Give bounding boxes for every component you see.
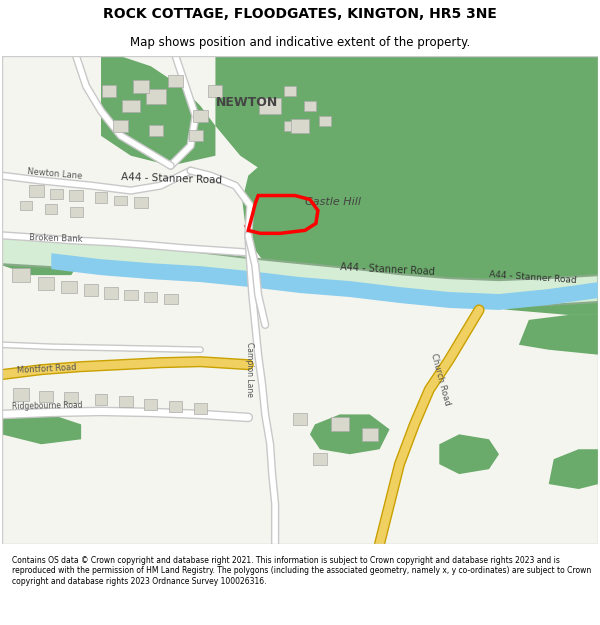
Polygon shape: [133, 79, 149, 92]
Bar: [2, 56, 598, 544]
Polygon shape: [144, 291, 157, 302]
Polygon shape: [169, 401, 182, 412]
Polygon shape: [519, 315, 598, 355]
Polygon shape: [95, 394, 107, 406]
Text: Ridgebourne Road: Ridgebourne Road: [11, 401, 82, 411]
Polygon shape: [104, 287, 118, 299]
Polygon shape: [122, 99, 140, 112]
Polygon shape: [164, 294, 178, 304]
Polygon shape: [439, 434, 499, 474]
Polygon shape: [95, 192, 107, 203]
Polygon shape: [113, 120, 128, 132]
Polygon shape: [2, 414, 81, 444]
Polygon shape: [310, 414, 389, 454]
Polygon shape: [304, 101, 316, 111]
Polygon shape: [2, 238, 598, 307]
Polygon shape: [13, 388, 29, 401]
Polygon shape: [40, 391, 53, 402]
Polygon shape: [2, 236, 81, 275]
Polygon shape: [20, 201, 32, 211]
Polygon shape: [549, 449, 598, 489]
Polygon shape: [362, 428, 377, 441]
Text: A44 - Stanner Road: A44 - Stanner Road: [489, 270, 577, 285]
Polygon shape: [144, 399, 157, 410]
Text: Castle Hill: Castle Hill: [305, 198, 361, 208]
Polygon shape: [188, 131, 203, 141]
Polygon shape: [64, 391, 78, 404]
Polygon shape: [146, 89, 166, 104]
Text: A44 - Stanner Road: A44 - Stanner Road: [340, 262, 435, 277]
Polygon shape: [70, 208, 83, 217]
Polygon shape: [38, 277, 54, 289]
Text: Contains OS data © Crown copyright and database right 2021. This information is : Contains OS data © Crown copyright and d…: [12, 556, 591, 586]
Polygon shape: [134, 197, 148, 208]
Text: Broken Bank: Broken Bank: [29, 233, 83, 244]
Polygon shape: [50, 189, 63, 199]
Polygon shape: [313, 453, 327, 465]
Polygon shape: [479, 206, 598, 270]
Polygon shape: [119, 396, 133, 407]
Polygon shape: [13, 268, 31, 282]
Text: Campion Lane: Campion Lane: [245, 342, 254, 396]
Polygon shape: [291, 119, 309, 133]
Polygon shape: [284, 86, 296, 96]
Polygon shape: [46, 204, 57, 214]
Polygon shape: [331, 418, 349, 431]
Text: Map shows position and indicative extent of the property.: Map shows position and indicative extent…: [130, 36, 470, 49]
Polygon shape: [149, 126, 163, 136]
Polygon shape: [115, 196, 127, 206]
Polygon shape: [215, 56, 598, 315]
Polygon shape: [319, 116, 331, 126]
Polygon shape: [61, 281, 77, 293]
Polygon shape: [84, 284, 98, 296]
Text: Church Road: Church Road: [430, 352, 452, 406]
Polygon shape: [101, 56, 215, 166]
Text: Montfort Road: Montfort Road: [16, 362, 76, 374]
Polygon shape: [293, 413, 307, 426]
Text: A44 - Stanner Road: A44 - Stanner Road: [121, 172, 222, 186]
Polygon shape: [168, 75, 183, 87]
Polygon shape: [242, 156, 519, 305]
Text: Newton Lane: Newton Lane: [26, 167, 82, 181]
Polygon shape: [284, 121, 296, 131]
Polygon shape: [194, 403, 208, 414]
Text: ROCK COTTAGE, FLOODGATES, KINGTON, HR5 3NE: ROCK COTTAGE, FLOODGATES, KINGTON, HR5 3…: [103, 7, 497, 21]
Polygon shape: [193, 110, 208, 122]
Polygon shape: [29, 184, 44, 196]
Text: NEWTON: NEWTON: [215, 96, 278, 109]
Polygon shape: [259, 98, 281, 114]
Polygon shape: [124, 289, 138, 301]
Polygon shape: [69, 190, 83, 201]
Polygon shape: [102, 85, 116, 97]
Polygon shape: [208, 85, 223, 97]
Polygon shape: [51, 253, 598, 310]
